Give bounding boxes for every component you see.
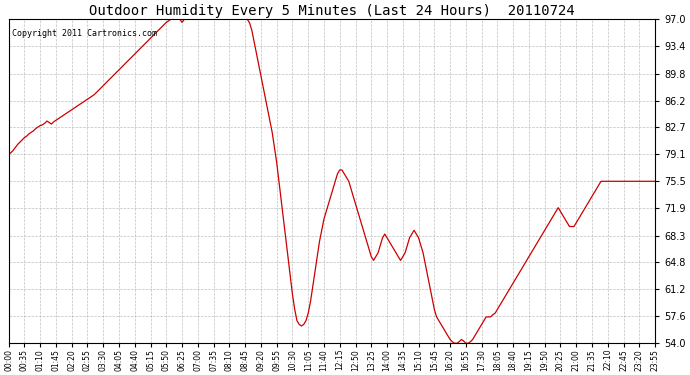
Title: Outdoor Humidity Every 5 Minutes (Last 24 Hours)  20110724: Outdoor Humidity Every 5 Minutes (Last 2… xyxy=(89,4,575,18)
Text: Copyright 2011 Cartronics.com: Copyright 2011 Cartronics.com xyxy=(12,29,157,38)
